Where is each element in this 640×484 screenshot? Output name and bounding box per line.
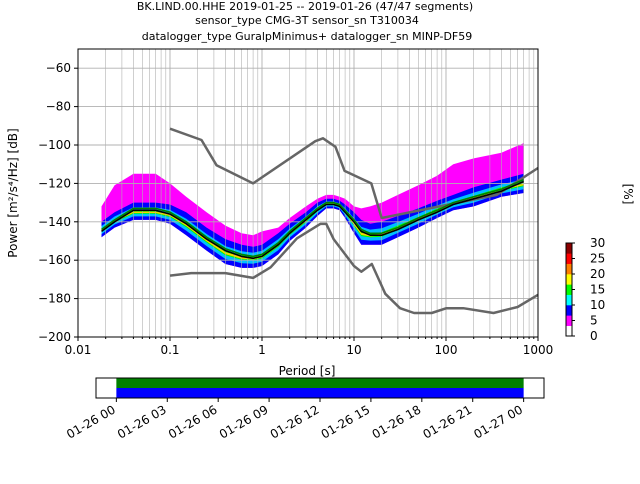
ppsd-plot: 0.01 0.1 1 10 100 1000 −200 −180 −160 −140 −120 −1… bbox=[6, 48, 554, 378]
y-tick-label: −100 bbox=[38, 138, 71, 152]
y-tick-label: −140 bbox=[38, 215, 71, 229]
colorbar-segment bbox=[566, 305, 572, 316]
coverage-bar bbox=[116, 378, 524, 388]
density-layer bbox=[101, 143, 524, 268]
timeline-tick-label: 01-26 18 bbox=[370, 402, 424, 441]
x-tick-label: 10 bbox=[346, 343, 361, 357]
y-tick-label: −180 bbox=[38, 292, 71, 306]
coverage-bar bbox=[116, 388, 524, 398]
x-tick-label: 100 bbox=[435, 343, 458, 357]
coverage-bars bbox=[116, 378, 524, 398]
x-tick-label: 0.1 bbox=[160, 343, 179, 357]
colorbar-tick-label: 5 bbox=[590, 314, 598, 328]
figure-title-line1: BK.LIND.00.HHE 2019-01-25 -- 2019-01-26 … bbox=[137, 0, 473, 13]
timeline-tick-label: 01-26 03 bbox=[115, 402, 169, 441]
series-layer bbox=[101, 127, 539, 315]
y-tick-label: −80 bbox=[46, 100, 71, 114]
colorbar-segment bbox=[566, 263, 572, 275]
x-tick-label: 1000 bbox=[523, 343, 554, 357]
grid bbox=[77, 49, 538, 338]
series-line bbox=[169, 127, 539, 220]
timeline-tick-label: 01-26 15 bbox=[319, 402, 373, 441]
colorbar-segment bbox=[566, 294, 572, 306]
colorbar-segment bbox=[566, 315, 572, 326]
y-tick-label: −200 bbox=[38, 330, 71, 344]
timeline-tick-label: 01-26 06 bbox=[166, 402, 220, 441]
colorbar-segment bbox=[566, 243, 572, 254]
colorbar-segment bbox=[566, 325, 572, 337]
colorbar-tick-label: 15 bbox=[590, 283, 605, 297]
colorbar-label: [%] bbox=[621, 184, 635, 205]
series-line bbox=[101, 178, 525, 258]
timeline-tick-label: 01-27 00 bbox=[471, 402, 525, 441]
timeline-tick-label: 01-26 09 bbox=[217, 402, 271, 441]
figure-title-line2: sensor_type CMG-3T sensor_sn T310034 bbox=[195, 14, 419, 27]
y-axis-label: Power [m²/s⁴/Hz] [dB] bbox=[6, 128, 20, 257]
colorbar-tick-label: 30 bbox=[590, 236, 605, 250]
series-line bbox=[101, 180, 525, 260]
y-axis: −200 −180 −160 −140 −120 −100 −80 −60 bbox=[38, 61, 78, 344]
timeline-tick-label: 01-26 12 bbox=[268, 402, 322, 441]
colorbar-segment bbox=[566, 253, 572, 264]
y-tick-label: −120 bbox=[38, 176, 71, 190]
colorbar-tick-label: 25 bbox=[590, 252, 605, 266]
timeline-tick-label: 01-26 00 bbox=[64, 402, 118, 441]
figure-title-line3: datalogger_type GuralpMinimus+ datalogge… bbox=[142, 30, 473, 43]
plot-frame bbox=[77, 48, 539, 338]
y-tick-label: −160 bbox=[38, 253, 71, 267]
colorbar-segment bbox=[566, 274, 572, 285]
colorbar-segment bbox=[566, 284, 572, 295]
x-axis-label: Period [s] bbox=[279, 364, 336, 378]
colorbar-gradient bbox=[566, 243, 572, 337]
timeline-tick-label: 01-26 21 bbox=[421, 402, 475, 441]
series-line bbox=[169, 222, 539, 315]
colorbar-tick-label: 0 bbox=[590, 329, 598, 343]
x-axis: 0.01 0.1 1 10 100 1000 bbox=[65, 337, 554, 357]
x-tick-label: 0.01 bbox=[65, 343, 92, 357]
y-tick-label: −60 bbox=[46, 61, 71, 75]
x-tick-label: 1 bbox=[258, 343, 266, 357]
colorbar-tick-label: 20 bbox=[590, 267, 605, 281]
colorbar-tick-label: 10 bbox=[590, 298, 605, 312]
density-band-peak bbox=[101, 183, 524, 260]
